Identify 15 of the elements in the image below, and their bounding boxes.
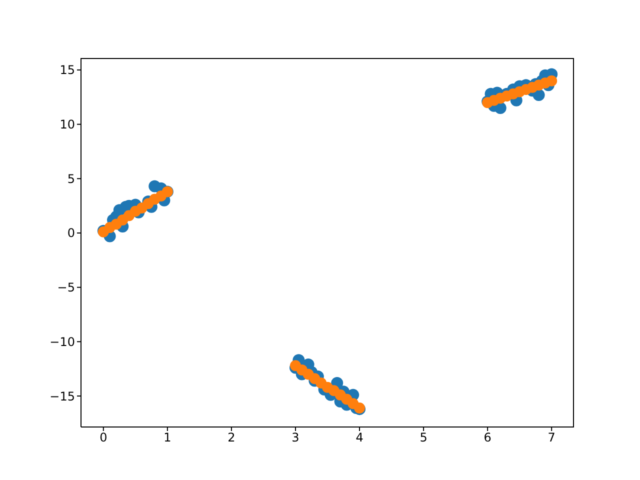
- y-tick-label: −15: [50, 389, 75, 404]
- x-tick-label: 5: [420, 430, 428, 445]
- x-tick-label: 0: [100, 430, 108, 445]
- y-tick-label: −10: [50, 334, 75, 349]
- x-tick-label: 1: [164, 430, 172, 445]
- x-tick-label: 2: [228, 430, 236, 445]
- y-tick-label: 10: [60, 118, 75, 132]
- y-tick-label: 5: [67, 172, 75, 186]
- y-tick-label: −5: [57, 280, 75, 295]
- x-tick-label: 6: [484, 430, 492, 445]
- y-tick-label: 15: [60, 63, 75, 78]
- y-tick-label: 0: [67, 226, 75, 240]
- x-tick-label: 4: [356, 430, 364, 445]
- x-tick-label: 7: [548, 430, 556, 445]
- x-tick-label: 3: [292, 430, 300, 445]
